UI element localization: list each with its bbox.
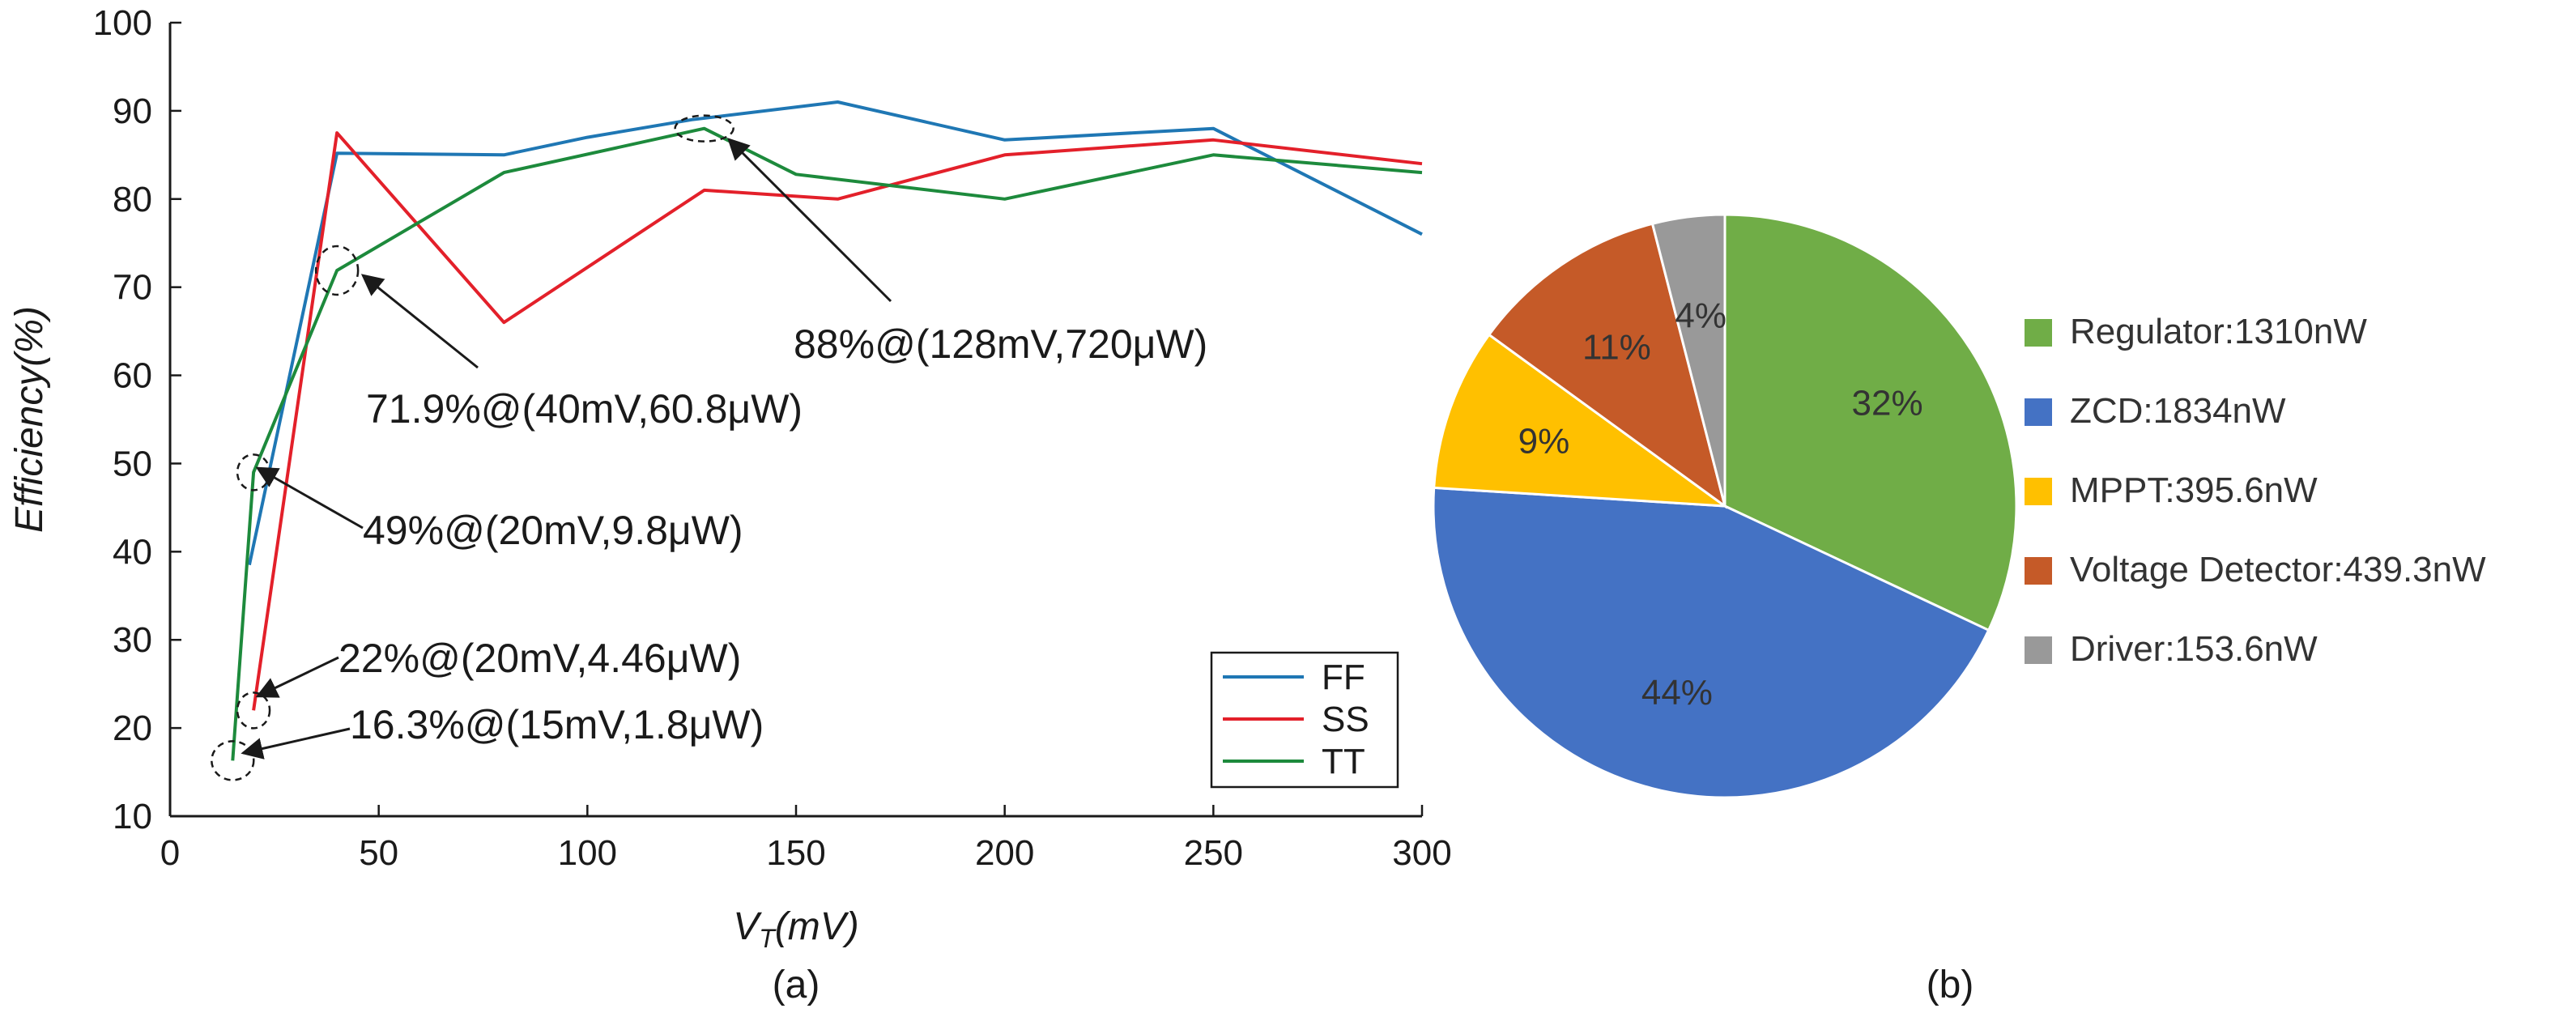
efficiency-line-chart: 88%@(128mV,720μW) 71.9%@(40mV,60.8μW) 49%@…: [8, 3, 1452, 1006]
annotation-arrow: [255, 466, 364, 530]
annotation-arrow: [241, 727, 351, 760]
y-tick-label: 90: [113, 91, 152, 131]
pie-label-group: 32% 44% 9% 11% 4%: [1518, 296, 1923, 713]
caption-b: (b): [1927, 964, 1974, 1006]
x-tick-label: 200: [975, 833, 1034, 873]
pie-legend-swatch: [2025, 557, 2052, 585]
pie-legend-label: MPPT:395.6nW: [2070, 470, 2318, 510]
x-tick-label: 300: [1392, 833, 1451, 873]
annotation-label: 88%@(128mV,720μW): [794, 321, 1207, 367]
y-tick-label: 20: [113, 708, 152, 748]
legend-label-tt: TT: [1322, 742, 1365, 781]
annotation-label: 16.3%@(15mV,1.8μW): [350, 702, 764, 747]
pie-legend-label: ZCD:1834nW: [2070, 391, 2286, 431]
pie-legend-swatch: [2025, 636, 2052, 664]
annotation-circle: [211, 740, 255, 781]
pie-legend-swatch: [2025, 319, 2052, 347]
y-tick-label: 60: [113, 356, 152, 396]
x-tick-label: 250: [1184, 833, 1243, 873]
annotation-circle: [314, 245, 360, 296]
x-axis-label-subscript: T: [759, 924, 777, 953]
annotation-arrow: [360, 274, 479, 369]
annotation-circle: [236, 691, 271, 730]
series-line-tt: [231, 126, 1423, 761]
pie-slice: [1650, 213, 1727, 507]
x-tick-label: 150: [766, 833, 825, 873]
pie-legend-swatch: [2025, 478, 2052, 505]
annotation-label: 71.9%@(40mV,60.8μW): [366, 386, 803, 432]
y-tick-label: 80: [113, 180, 152, 219]
pie-legend-label: Regulator:1310nW: [2070, 312, 2367, 351]
power-breakdown-pie-chart: 32% 44% 9% 11% 4% Regulator:1310nW ZCD:1834nW…: [1432, 213, 2486, 1006]
pie-slice-group: [1432, 213, 2018, 799]
pie-slice-label: 44%: [1641, 673, 1713, 713]
caption-a: (a): [773, 964, 820, 1006]
annotation-arrow: [727, 138, 892, 303]
series-line-ss: [252, 131, 1423, 711]
x-tick-label: 100: [558, 833, 617, 873]
pie-legend-swatch: [2025, 398, 2052, 426]
y-tick-label: 40: [113, 532, 152, 572]
y-tick-group: 10 20 30 40 50 60 70 80 90 100: [93, 3, 181, 836]
annotation-label: 22%@(20mV,4.46μW): [338, 636, 741, 681]
x-tick-group: 0 50 100 150 200 250 300: [160, 805, 1452, 873]
y-tick-label: 70: [113, 268, 152, 308]
pie-slice-label: 4%: [1675, 296, 1727, 335]
pie-legend-label: Driver:153.6nW: [2070, 629, 2318, 669]
x-tick-label: 0: [160, 833, 180, 873]
y-tick-label: 10: [113, 797, 152, 836]
legend-label-ss: SS: [1322, 700, 1369, 739]
pie-legend: Regulator:1310nW ZCD:1834nW MPPT:395.6nW Vo…: [2025, 312, 2486, 669]
y-tick-label: 30: [113, 620, 152, 660]
x-axis-label: VT(mV): [733, 905, 859, 953]
pie-slice-label: 11%: [1582, 328, 1651, 368]
legend-label-ff: FF: [1322, 657, 1365, 697]
annotation-label: 49%@(20mV,9.8μW): [363, 508, 743, 553]
annotation-arrow: [255, 656, 339, 698]
pie-legend-label: Voltage Detector:439.3nW: [2070, 550, 2486, 589]
x-tick-label: 50: [359, 833, 398, 873]
pie-slice: [1433, 333, 1730, 508]
series-line-ff: [247, 100, 1423, 566]
y-tick-label: 100: [93, 3, 152, 43]
pie-slice: [1432, 486, 1991, 799]
pie-slice-label: 9%: [1518, 422, 1570, 462]
line-series-group: [231, 100, 1423, 761]
pie-slice: [1487, 222, 1727, 509]
y-tick-label: 50: [113, 444, 152, 483]
y-axis-label: Efficiency(%): [8, 306, 51, 533]
pie-slice: [1723, 213, 2018, 632]
annotation-circle: [674, 114, 734, 143]
pie-slice-label: 32%: [1852, 384, 1923, 423]
annotation-group: 88%@(128mV,720μW) 71.9%@(40mV,60.8μW) 49%@…: [211, 114, 1207, 781]
